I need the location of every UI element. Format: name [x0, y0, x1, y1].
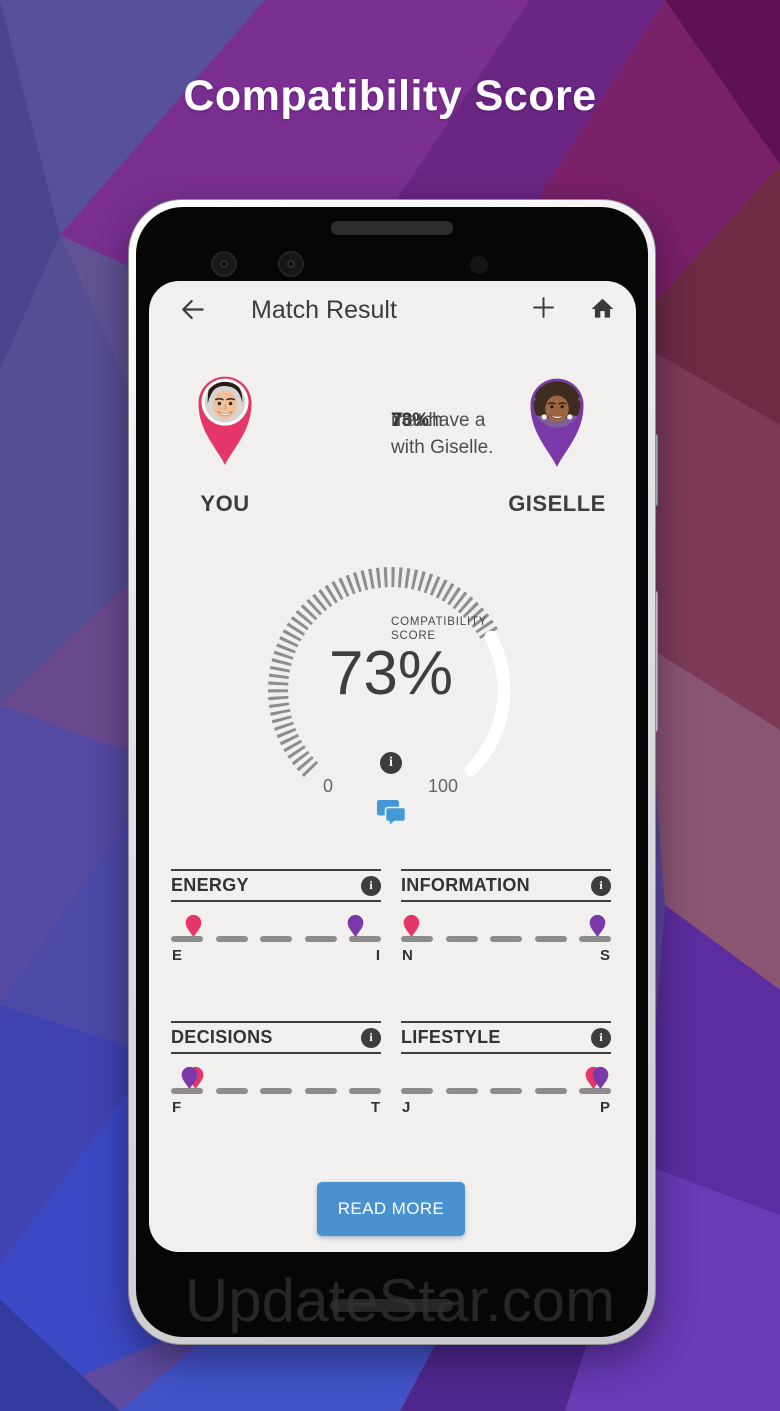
divider: [401, 900, 611, 902]
plus-icon[interactable]: [531, 295, 556, 320]
trait-track: [171, 936, 381, 942]
you-avatar-pin[interactable]: [194, 371, 256, 467]
watermark: UpdateStar.com: [184, 1267, 616, 1334]
trait-title: ENERGY: [171, 875, 249, 895]
trait-title: DECISIONS: [171, 1027, 273, 1047]
divider: [171, 1052, 381, 1054]
divider: [171, 900, 381, 902]
trait-pin-zone: [401, 902, 611, 938]
trait-track: [401, 1088, 611, 1094]
phone-mockup: Match Result: [128, 199, 658, 1345]
read-more-button[interactable]: READ MORE: [317, 1182, 465, 1236]
info-icon[interactable]: [591, 875, 611, 896]
phone-bezel: Match Result: [136, 207, 648, 1337]
you-photo: [204, 381, 246, 423]
partner-mini-pin: [592, 1066, 608, 1090]
chat-bubbles-icon[interactable]: [376, 799, 408, 828]
you-mini-pin: [185, 914, 202, 938]
trait-left-letter: E: [172, 947, 183, 964]
trait-left-letter: N: [402, 947, 413, 964]
trait-track: [401, 936, 611, 942]
trait-pin-zone: [171, 902, 381, 938]
partner-mini-pin: [347, 914, 364, 938]
app-screen: Match Result: [149, 281, 636, 1252]
trait-panel: INFORMATION N S: [401, 869, 611, 964]
partner-mini-pin: [181, 1066, 198, 1090]
partner-mini-pin: [590, 914, 606, 938]
home-icon[interactable]: [589, 296, 616, 322]
page-title: Compatibility Score: [183, 72, 597, 120]
trait-right-letter: P: [599, 1099, 610, 1116]
divider: [401, 869, 611, 871]
trait-right-letter: T: [370, 1099, 380, 1116]
match-summary-text: You have a 73% match with Giselle.: [267, 407, 515, 458]
gauge-max-label: 100: [427, 776, 459, 796]
partner-avatar-pin[interactable]: [526, 373, 588, 469]
divider: [171, 1021, 381, 1023]
info-icon[interactable]: [361, 875, 381, 896]
proximity-sensor: [470, 256, 488, 274]
divider: [171, 869, 381, 871]
you-label: YOU: [200, 491, 250, 516]
trait-panel: DECISIONS F T: [171, 1021, 381, 1116]
trait-right-letter: S: [599, 947, 610, 964]
gauge-min-label: 0: [322, 776, 333, 796]
gauge-tick-arc: [268, 567, 500, 777]
front-camera-icon: [211, 251, 237, 277]
trait-track: [171, 1088, 381, 1094]
info-icon[interactable]: [591, 1027, 611, 1048]
phone-frame: Match Result: [128, 199, 656, 1345]
info-icon[interactable]: [361, 1027, 381, 1048]
trait-left-letter: J: [402, 1099, 411, 1116]
trait-pin-zone: [171, 1054, 381, 1090]
partner-label: GISELLE: [508, 491, 606, 516]
front-camera2-icon: [278, 251, 304, 277]
gauge-value: 73%: [328, 639, 454, 708]
back-arrow-icon[interactable]: [179, 296, 206, 323]
gauge-caption: COMPATIBILITY SCORE: [391, 616, 488, 642]
gauge-remainder-arc: [464, 630, 511, 777]
trait-panel: LIFESTYLE J P: [401, 1021, 611, 1116]
trait-right-letter: I: [375, 947, 380, 964]
divider: [401, 1052, 611, 1054]
info-icon[interactable]: [380, 752, 402, 774]
earpiece-speaker: [331, 221, 453, 235]
match-percent: 73%: [391, 410, 430, 431]
compatibility-gauge: [268, 567, 511, 777]
partner-photo: [533, 380, 581, 428]
trait-left-letter: F: [172, 1099, 182, 1116]
traits-grid: ENERGY E I INFORMATION: [171, 869, 611, 1116]
divider: [401, 1021, 611, 1023]
trait-title: INFORMATION: [401, 875, 530, 895]
trait-title: LIFESTYLE: [401, 1027, 501, 1047]
you-mini-pin: [403, 914, 419, 938]
trait-panel: ENERGY E I: [171, 869, 381, 964]
screen-title: Match Result: [251, 296, 397, 324]
trait-pin-zone: [401, 1054, 611, 1090]
bottom-speaker: [330, 1299, 453, 1312]
